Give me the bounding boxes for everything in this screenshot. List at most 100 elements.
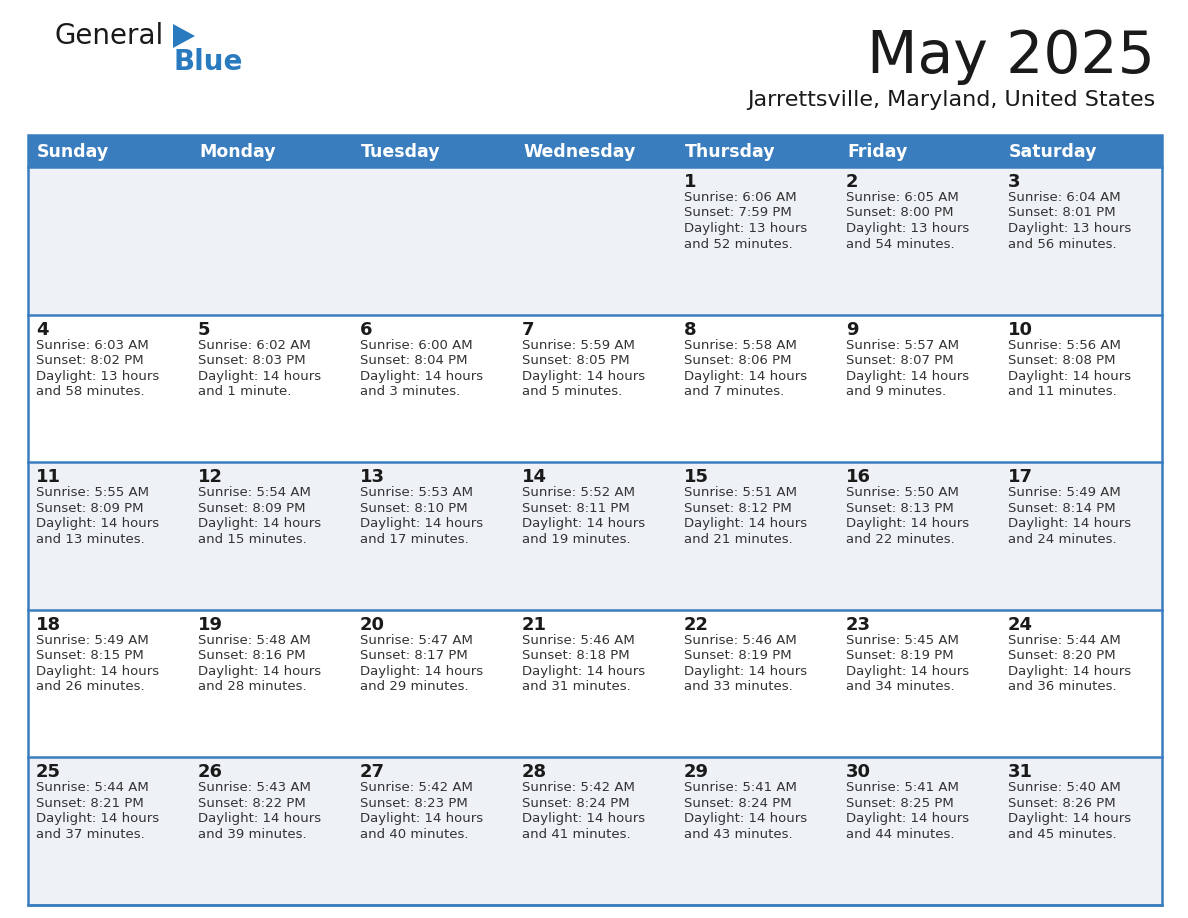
Text: Sunset: 8:09 PM: Sunset: 8:09 PM [36, 502, 144, 515]
Bar [514, 135, 676, 167]
Text: Sunrise: 5:41 AM: Sunrise: 5:41 AM [684, 781, 797, 794]
Text: Sunrise: 5:52 AM: Sunrise: 5:52 AM [522, 487, 636, 499]
Text: Daylight: 14 hours: Daylight: 14 hours [684, 370, 807, 383]
Text: Sunset: 8:24 PM: Sunset: 8:24 PM [522, 797, 630, 810]
Text: and 28 minutes.: and 28 minutes. [198, 680, 307, 693]
Text: Sunrise: 6:00 AM: Sunrise: 6:00 AM [360, 339, 473, 352]
Text: 23: 23 [846, 616, 871, 633]
Text: and 36 minutes.: and 36 minutes. [1007, 680, 1117, 693]
Text: Sunset: 8:23 PM: Sunset: 8:23 PM [360, 797, 468, 810]
Text: Sunrise: 5:42 AM: Sunrise: 5:42 AM [522, 781, 634, 794]
Text: and 41 minutes.: and 41 minutes. [522, 828, 631, 841]
Text: and 22 minutes.: and 22 minutes. [846, 532, 955, 545]
Text: Sunrise: 5:46 AM: Sunrise: 5:46 AM [684, 633, 797, 647]
Text: Sunset: 8:13 PM: Sunset: 8:13 PM [846, 502, 954, 515]
Text: 30: 30 [846, 764, 871, 781]
Text: Daylight: 14 hours: Daylight: 14 hours [522, 812, 645, 825]
Text: and 54 minutes.: and 54 minutes. [846, 238, 955, 251]
Text: Sunset: 7:59 PM: Sunset: 7:59 PM [684, 207, 791, 219]
Text: and 58 minutes.: and 58 minutes. [36, 385, 145, 398]
Text: and 21 minutes.: and 21 minutes. [684, 532, 792, 545]
Text: 15: 15 [684, 468, 709, 487]
Text: 28: 28 [522, 764, 548, 781]
Text: 19: 19 [198, 616, 223, 633]
Text: 27: 27 [360, 764, 385, 781]
Bar [676, 135, 838, 167]
Text: 8: 8 [684, 320, 696, 339]
Text: Sunset: 8:25 PM: Sunset: 8:25 PM [846, 797, 954, 810]
Text: Daylight: 13 hours: Daylight: 13 hours [1007, 222, 1131, 235]
Text: and 13 minutes.: and 13 minutes. [36, 532, 145, 545]
Text: Thursday: Thursday [685, 143, 776, 161]
Text: May 2025: May 2025 [867, 28, 1155, 85]
Text: Sunrise: 5:44 AM: Sunrise: 5:44 AM [36, 781, 148, 794]
Text: and 11 minutes.: and 11 minutes. [1007, 385, 1117, 398]
Text: Sunrise: 5:49 AM: Sunrise: 5:49 AM [1007, 487, 1120, 499]
Text: Sunrise: 5:47 AM: Sunrise: 5:47 AM [360, 633, 473, 647]
Text: Daylight: 13 hours: Daylight: 13 hours [846, 222, 969, 235]
Text: Daylight: 14 hours: Daylight: 14 hours [846, 370, 969, 383]
Text: Sunrise: 5:53 AM: Sunrise: 5:53 AM [360, 487, 473, 499]
Text: Friday: Friday [847, 143, 908, 161]
Text: Sunset: 8:21 PM: Sunset: 8:21 PM [36, 797, 144, 810]
Text: Sunset: 8:16 PM: Sunset: 8:16 PM [198, 649, 305, 662]
Text: Daylight: 14 hours: Daylight: 14 hours [36, 665, 159, 677]
Text: Sunday: Sunday [37, 143, 109, 161]
Text: and 37 minutes.: and 37 minutes. [36, 828, 145, 841]
Text: General: General [55, 22, 164, 50]
Text: Sunset: 8:09 PM: Sunset: 8:09 PM [198, 502, 305, 515]
Text: Daylight: 14 hours: Daylight: 14 hours [198, 665, 321, 677]
Text: 11: 11 [36, 468, 61, 487]
Text: Sunrise: 5:57 AM: Sunrise: 5:57 AM [846, 339, 959, 352]
Text: Sunset: 8:05 PM: Sunset: 8:05 PM [522, 354, 630, 367]
Text: Sunset: 8:11 PM: Sunset: 8:11 PM [522, 502, 630, 515]
Text: Sunset: 8:22 PM: Sunset: 8:22 PM [198, 797, 305, 810]
Text: Sunrise: 6:03 AM: Sunrise: 6:03 AM [36, 339, 148, 352]
Text: 29: 29 [684, 764, 709, 781]
Text: Daylight: 14 hours: Daylight: 14 hours [198, 517, 321, 531]
Text: and 3 minutes.: and 3 minutes. [360, 385, 460, 398]
Text: Daylight: 14 hours: Daylight: 14 hours [360, 812, 484, 825]
Text: Wednesday: Wednesday [523, 143, 636, 161]
Bar [29, 135, 190, 167]
Text: and 52 minutes.: and 52 minutes. [684, 238, 792, 251]
Text: Daylight: 14 hours: Daylight: 14 hours [1007, 517, 1131, 531]
Text: Sunset: 8:03 PM: Sunset: 8:03 PM [198, 354, 305, 367]
Text: Sunset: 8:02 PM: Sunset: 8:02 PM [36, 354, 144, 367]
Text: Sunset: 8:20 PM: Sunset: 8:20 PM [1007, 649, 1116, 662]
Text: and 56 minutes.: and 56 minutes. [1007, 238, 1117, 251]
Text: Sunrise: 5:46 AM: Sunrise: 5:46 AM [522, 633, 634, 647]
Text: 31: 31 [1007, 764, 1034, 781]
Bar [1000, 135, 1162, 167]
Text: and 26 minutes.: and 26 minutes. [36, 680, 145, 693]
Text: 26: 26 [198, 764, 223, 781]
Text: 7: 7 [522, 320, 535, 339]
Bar [352, 135, 514, 167]
Text: and 1 minute.: and 1 minute. [198, 385, 291, 398]
Text: Sunset: 8:24 PM: Sunset: 8:24 PM [684, 797, 791, 810]
Text: 20: 20 [360, 616, 385, 633]
Text: Sunrise: 5:41 AM: Sunrise: 5:41 AM [846, 781, 959, 794]
Bar [29, 167, 1162, 315]
Text: Tuesday: Tuesday [361, 143, 441, 161]
Text: Sunrise: 5:45 AM: Sunrise: 5:45 AM [846, 633, 959, 647]
Text: Daylight: 14 hours: Daylight: 14 hours [1007, 665, 1131, 677]
Text: Daylight: 14 hours: Daylight: 14 hours [846, 812, 969, 825]
Text: Daylight: 13 hours: Daylight: 13 hours [36, 370, 159, 383]
Text: 17: 17 [1007, 468, 1034, 487]
Text: Daylight: 14 hours: Daylight: 14 hours [1007, 370, 1131, 383]
Text: and 29 minutes.: and 29 minutes. [360, 680, 468, 693]
Text: and 9 minutes.: and 9 minutes. [846, 385, 946, 398]
Text: Daylight: 14 hours: Daylight: 14 hours [360, 665, 484, 677]
Text: Sunrise: 5:58 AM: Sunrise: 5:58 AM [684, 339, 797, 352]
Text: 5: 5 [198, 320, 210, 339]
Text: Daylight: 14 hours: Daylight: 14 hours [684, 665, 807, 677]
Text: Daylight: 14 hours: Daylight: 14 hours [684, 517, 807, 531]
Text: and 39 minutes.: and 39 minutes. [198, 828, 307, 841]
Text: Sunrise: 5:48 AM: Sunrise: 5:48 AM [198, 633, 311, 647]
Text: Sunrise: 5:54 AM: Sunrise: 5:54 AM [198, 487, 311, 499]
Text: Monday: Monday [200, 143, 276, 161]
Text: Sunset: 8:19 PM: Sunset: 8:19 PM [684, 649, 791, 662]
Text: Daylight: 14 hours: Daylight: 14 hours [36, 812, 159, 825]
Text: Sunrise: 5:55 AM: Sunrise: 5:55 AM [36, 487, 148, 499]
